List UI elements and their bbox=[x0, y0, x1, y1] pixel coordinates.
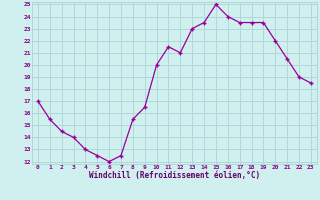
X-axis label: Windchill (Refroidissement éolien,°C): Windchill (Refroidissement éolien,°C) bbox=[89, 171, 260, 180]
